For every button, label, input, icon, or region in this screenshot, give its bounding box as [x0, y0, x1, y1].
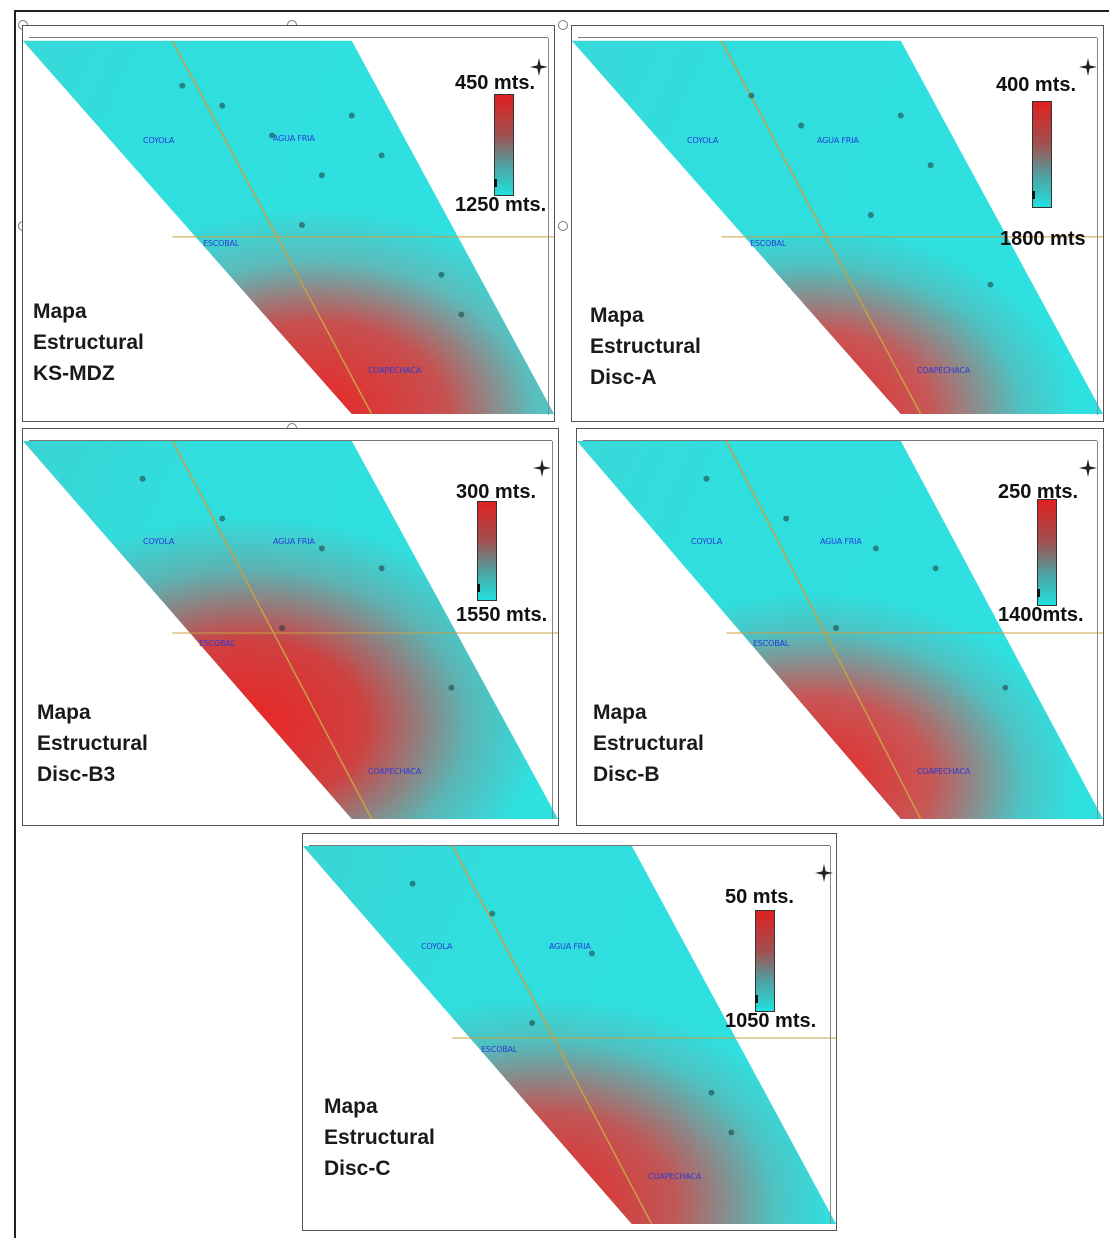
ruler-side: [1097, 38, 1102, 415]
field-label: COAPECHACA: [917, 366, 971, 375]
depth-bottom-label: 1400mts.: [998, 604, 1084, 626]
map-title-line: Estructural: [33, 331, 144, 354]
ruler-side: [830, 846, 835, 1224]
depth-top-label: 400 mts.: [996, 74, 1077, 96]
field-label: COYOLA: [421, 942, 453, 951]
ruler-top: [578, 28, 1097, 38]
map-panel-disc-a[interactable]: 400 mts. 1800 mts COYOLA AGUA FRIA ESCOB…: [571, 25, 1104, 422]
selection-handle[interactable]: [558, 221, 568, 231]
field-label: ESCOBAL: [481, 1045, 518, 1054]
field-label: COAPECHACA: [917, 767, 971, 776]
field-label: ESCOBAL: [203, 239, 240, 248]
field-label: AGUA FRIA: [817, 136, 859, 145]
map-panel-disc-b3[interactable]: 300 mts. 1550 mts. COYOLA AGUA FRIA ESCO…: [22, 428, 559, 826]
map-surface: [577, 440, 1103, 820]
depth-top-label: 450 mts.: [455, 72, 536, 94]
map-panel-disc-b[interactable]: 250 mts. 1400mts. COYOLA AGUA FRIA ESCOB…: [576, 428, 1104, 826]
map-title: Mapa Estructural Disc-C: [324, 1091, 435, 1184]
map-surface: [23, 40, 554, 415]
north-arrow-icon: [1079, 58, 1097, 76]
field-label: AGUA FRIA: [820, 537, 862, 546]
field-label: COYOLA: [143, 136, 175, 145]
depth-bottom-label: 1550 mts.: [456, 604, 548, 626]
field-label: ESCOBAL: [753, 639, 790, 648]
depth-colorbar: [1032, 101, 1052, 208]
field-label: COAPECHACA: [368, 767, 422, 776]
map-title-line: Mapa: [33, 300, 87, 323]
ruler-side: [1097, 441, 1102, 819]
map-title: Mapa Estructural Disc-A: [590, 300, 701, 393]
map-title-line: Estructural: [593, 732, 704, 755]
depth-top-label: 250 mts.: [998, 481, 1079, 503]
map-title-line: Disc-C: [324, 1157, 391, 1180]
field-label: COYOLA: [687, 136, 719, 145]
map-title: Mapa Estructural Disc-B3: [37, 697, 148, 790]
ruler-top: [583, 431, 1097, 441]
map-title-line: KS-MDZ: [33, 362, 115, 385]
north-arrow-icon: [815, 864, 833, 882]
map-panel-disc-c[interactable]: 50 mts. 1050 mts. COYOLA AGUA FRIA ESCOB…: [302, 833, 837, 1231]
map-title-line: Mapa: [593, 701, 647, 724]
depth-top-label: 50 mts.: [725, 886, 794, 908]
field-label: ESCOBAL: [199, 639, 236, 648]
map-title-line: Mapa: [37, 701, 91, 724]
ruler-side: [552, 441, 557, 819]
depth-colorbar: [755, 910, 775, 1012]
map-title-line: Disc-B: [593, 763, 660, 786]
map-title-line: Disc-B3: [37, 763, 116, 786]
map-title-line: Mapa: [324, 1095, 378, 1118]
north-arrow-icon: [530, 58, 548, 76]
canvas-frame: [14, 10, 1109, 1238]
field-label: ESCOBAL: [750, 239, 787, 248]
map-surface: [23, 440, 558, 820]
depth-bottom-label: 1250 mts.: [455, 194, 547, 216]
selection-handle[interactable]: [558, 20, 568, 30]
map-title: Mapa Estructural KS-MDZ: [33, 296, 144, 389]
map-title-line: Estructural: [324, 1126, 435, 1149]
field-label: COAPECHACA: [368, 366, 422, 375]
map-title: Mapa Estructural Disc-B: [593, 697, 704, 790]
field-label: AGUA FRIA: [549, 942, 591, 951]
ruler-side: [548, 38, 553, 415]
depth-bottom-label: 1050 mts.: [725, 1010, 817, 1032]
map-title-line: Mapa: [590, 304, 644, 327]
map-panel-ks-mdz[interactable]: 450 mts. 1250 mts. COYOLA AGUA FRIA ESCO…: [22, 25, 555, 422]
depth-colorbar: [477, 501, 497, 601]
map-title-line: Estructural: [590, 335, 701, 358]
map-title-line: Disc-A: [590, 366, 657, 389]
ruler-top: [29, 28, 548, 38]
depth-bottom-label: 1800 mts: [1000, 228, 1086, 250]
map-surface: [303, 845, 836, 1225]
map-surface: [572, 40, 1103, 415]
ruler-top: [309, 836, 830, 846]
map-title-line: Estructural: [37, 732, 148, 755]
field-label: AGUA FRIA: [273, 537, 315, 546]
field-label: COYOLA: [143, 537, 175, 546]
depth-colorbar: [494, 94, 514, 196]
north-arrow-icon: [533, 459, 551, 477]
field-label: COYOLA: [691, 537, 723, 546]
field-label: AGUA FRIA: [273, 134, 315, 143]
field-label: COAPECHACA: [648, 1172, 702, 1181]
depth-colorbar: [1037, 499, 1057, 606]
depth-top-label: 300 mts.: [456, 481, 537, 503]
north-arrow-icon: [1079, 459, 1097, 477]
ruler-top: [29, 431, 552, 441]
